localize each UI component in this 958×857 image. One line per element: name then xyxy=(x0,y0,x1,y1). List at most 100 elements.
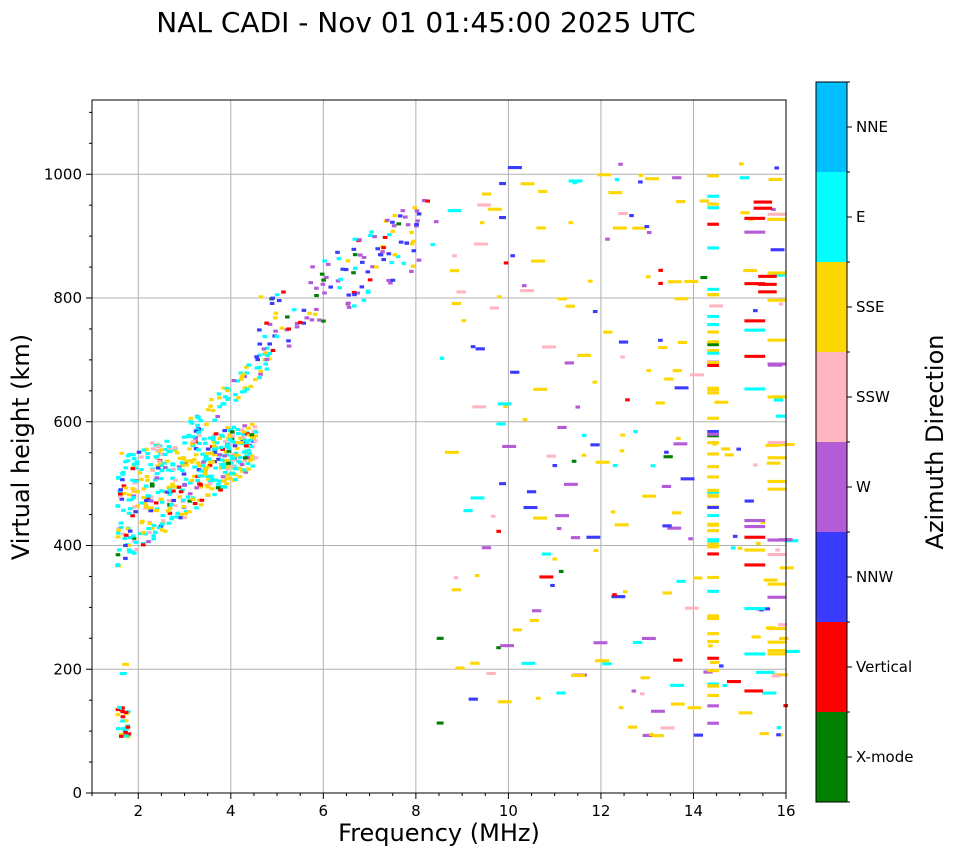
echo-cell xyxy=(168,490,173,494)
echo-cell xyxy=(309,318,315,322)
echo-cell xyxy=(159,469,165,473)
echo-cell xyxy=(247,458,253,462)
echo-cell xyxy=(225,426,230,430)
echo-cell xyxy=(474,574,480,578)
echo-cell xyxy=(209,398,214,402)
echo-cell xyxy=(226,465,231,469)
echo-cell xyxy=(244,365,249,369)
echo-cell xyxy=(170,482,175,486)
echo-cell xyxy=(707,656,719,660)
echo-cell xyxy=(603,330,613,334)
echo-cell xyxy=(568,179,583,183)
echo-cell xyxy=(391,224,397,228)
echo-cell xyxy=(779,636,789,640)
echo-cell xyxy=(213,478,218,482)
echo-cell xyxy=(130,550,136,554)
echo-cell xyxy=(355,291,360,295)
echo-cell xyxy=(200,452,205,456)
echo-cell xyxy=(122,662,129,666)
echo-cell xyxy=(189,479,195,483)
echo-cell xyxy=(243,456,248,460)
echo-cell xyxy=(674,386,689,390)
echo-cell xyxy=(187,447,192,451)
echo-cell xyxy=(508,166,522,170)
echo-cell xyxy=(274,335,279,339)
echo-cell xyxy=(227,476,233,480)
echo-cell xyxy=(739,162,744,166)
echo-cell xyxy=(707,693,719,697)
echo-cell xyxy=(590,443,600,447)
echo-cell xyxy=(623,590,628,594)
echo-cell xyxy=(273,311,279,315)
echo-cell xyxy=(744,282,766,286)
echo-cell xyxy=(121,470,126,474)
echo-cell xyxy=(170,462,175,466)
echo-cell xyxy=(719,664,724,668)
echo-cell xyxy=(538,189,548,193)
axis-ticks: 2 4 6 8 10 12 14 16 0 200 400 600 800 1000 xyxy=(44,111,796,820)
echo-cell xyxy=(386,278,391,282)
echo-cell xyxy=(145,456,151,460)
echo-cell xyxy=(536,696,541,700)
echo-cell xyxy=(740,211,750,215)
echo-cell xyxy=(520,289,534,293)
echo-cell xyxy=(444,450,459,454)
echo-cell xyxy=(251,436,257,440)
echo-cell xyxy=(241,435,246,439)
echo-cell xyxy=(767,217,786,221)
echo-cell xyxy=(768,177,783,181)
echo-cell xyxy=(357,238,362,242)
echo-cell xyxy=(117,705,122,709)
echo-cell xyxy=(774,166,779,170)
echo-cell xyxy=(137,471,142,475)
echo-cell xyxy=(155,448,160,452)
echo-cell xyxy=(198,428,204,432)
x-tick-label: 16 xyxy=(776,802,795,820)
echo-cell xyxy=(166,468,171,472)
echo-cell xyxy=(150,441,155,445)
echo-cell xyxy=(563,482,578,486)
echo-cell xyxy=(239,375,245,379)
echo-cell xyxy=(130,467,136,471)
echo-cell xyxy=(322,291,327,295)
echo-cell xyxy=(229,436,235,440)
echo-cell xyxy=(645,177,659,181)
echo-cell xyxy=(237,466,243,470)
echo-cell xyxy=(780,442,795,446)
echo-cell xyxy=(298,320,303,324)
echo-cell xyxy=(655,401,665,405)
echo-cell xyxy=(520,182,535,186)
echo-cell xyxy=(700,276,708,280)
echo-cell xyxy=(146,506,151,510)
echo-cell xyxy=(346,293,352,297)
echo-cell xyxy=(767,395,786,399)
echo-cell xyxy=(361,298,367,302)
echo-cell xyxy=(778,302,784,306)
echo-cell xyxy=(627,725,638,729)
echo-cell xyxy=(775,548,780,552)
colorbar-frame xyxy=(815,81,848,803)
echo-cell xyxy=(123,544,128,548)
echo-cell xyxy=(249,454,255,458)
echo-cell xyxy=(253,456,259,460)
echo-cell xyxy=(687,706,702,710)
echo-cell xyxy=(135,490,140,494)
echo-cell xyxy=(707,475,719,479)
colorbar-segment xyxy=(816,82,847,172)
echo-cell xyxy=(186,433,192,437)
echo-cell xyxy=(739,176,749,180)
echo-cell xyxy=(172,448,178,452)
echo-cell xyxy=(118,488,123,492)
echo-cell xyxy=(167,511,173,515)
echo-cell xyxy=(192,474,197,478)
echo-cell xyxy=(595,460,610,464)
echo-cell xyxy=(165,509,171,513)
echo-cell xyxy=(619,449,625,453)
echo-cell xyxy=(244,454,249,458)
echo-cell xyxy=(409,269,414,273)
echo-cell xyxy=(571,673,585,677)
colorbar-segment xyxy=(816,262,847,352)
echo-cell xyxy=(222,470,228,474)
echo-cell xyxy=(707,682,719,686)
echo-cell xyxy=(115,531,121,535)
